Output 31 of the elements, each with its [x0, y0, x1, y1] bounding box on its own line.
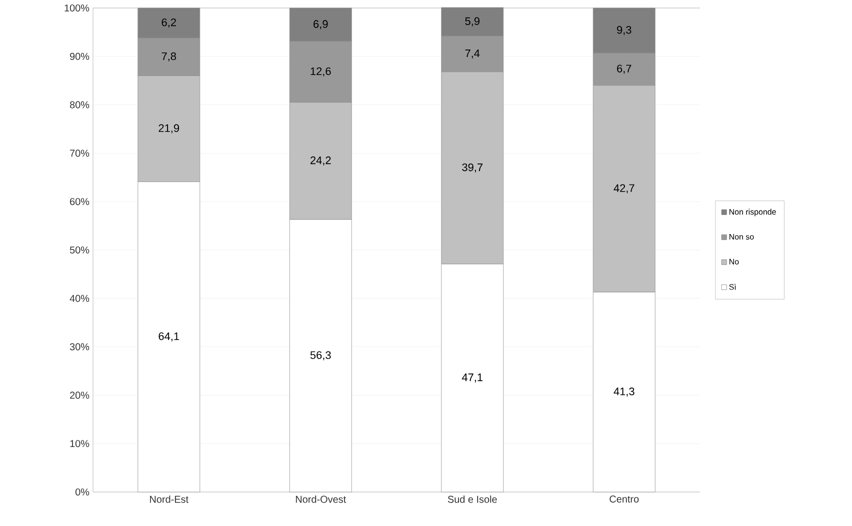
data-label: 7,8 — [162, 52, 176, 62]
x-tick-label: Sud e Isole — [448, 496, 497, 503]
y-tick-label: 70% — [70, 150, 90, 157]
data-label: 47,1 — [462, 374, 483, 382]
y-tick-label: 20% — [70, 392, 90, 399]
x-tick-label: Centro — [610, 496, 639, 503]
data-label: 24,2 — [310, 156, 331, 166]
data-label: 7,4 — [465, 50, 480, 58]
y-tick-label: 40% — [70, 294, 90, 302]
data-label: 42,7 — [614, 184, 634, 194]
y-tick-label: 80% — [70, 101, 90, 108]
x-tick-label: Nord-Est — [150, 496, 188, 503]
data-label: 56,3 — [310, 351, 331, 360]
y-tick-label: 10% — [70, 440, 90, 448]
data-label: 9,3 — [617, 26, 632, 36]
data-label: 21,9 — [158, 124, 180, 134]
y-tick-label: 50% — [70, 246, 90, 254]
y-tick-label: 30% — [70, 343, 90, 350]
data-label: 5,9 — [465, 17, 480, 26]
x-tick-label: Nord-Ovest — [296, 496, 346, 503]
y-tick-label: 0% — [75, 488, 90, 496]
y-tick-label: 60% — [70, 198, 90, 206]
data-label: 6,2 — [162, 18, 176, 28]
data-label: 64,1 — [158, 332, 180, 342]
y-tick-label: 90% — [70, 52, 90, 60]
data-label: 41,3 — [614, 388, 634, 397]
y-tick-label: 100% — [64, 4, 90, 12]
data-label: 39,7 — [462, 163, 482, 172]
data-label: 6,9 — [314, 20, 328, 30]
data-label: 12,6 — [310, 67, 331, 76]
data-label: 6,7 — [617, 64, 632, 74]
